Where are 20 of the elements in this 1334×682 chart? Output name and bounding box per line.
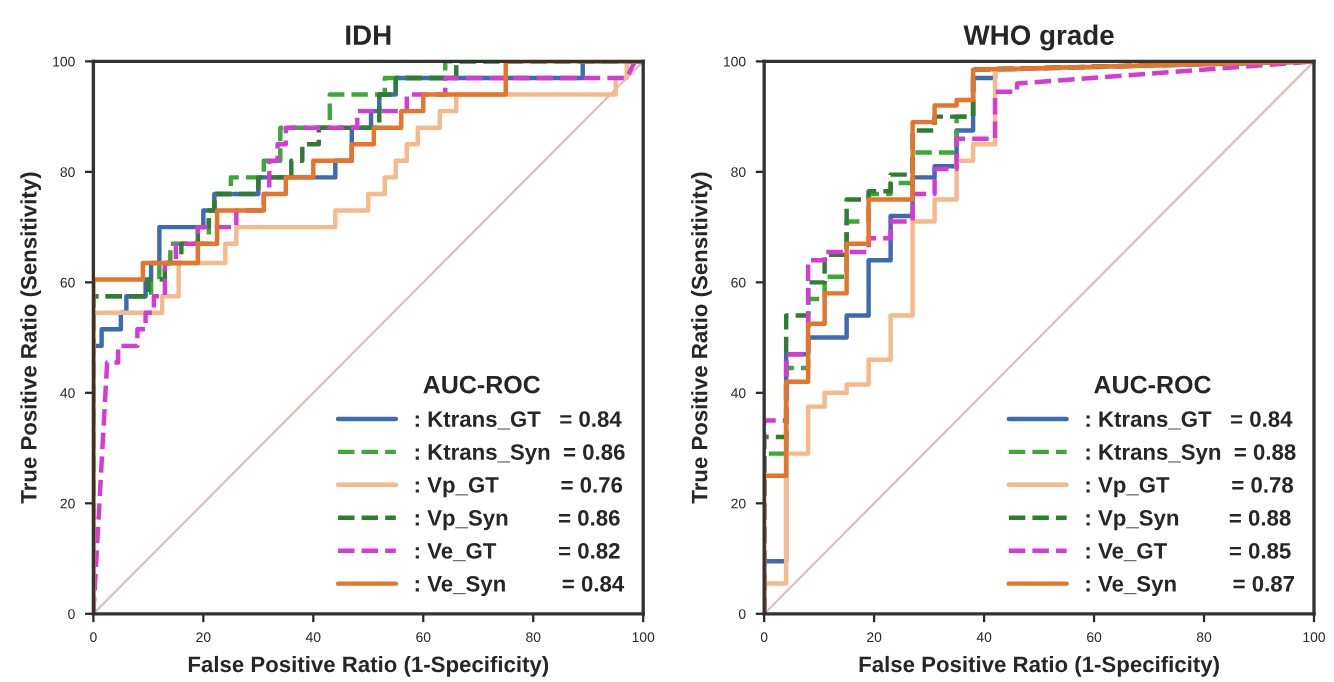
legend-label: : Ve_GT = 0.82 [415, 542, 620, 562]
legend-label: : Vp_GT = 0.78 [1086, 477, 1294, 498]
chart-title: WHO grade [963, 24, 1114, 51]
legend-label: : Vp_Syn = 0.86 [415, 510, 620, 531]
legend-title: AUC-ROC [1094, 375, 1211, 394]
legend-label: : Ve_Syn = 0.84 [415, 575, 625, 597]
legend-label: : Vp_GT = 0.76 [415, 477, 623, 498]
chart-title: IDH [346, 25, 391, 45]
legend-label: : Ktrans_Syn = 0.86 [415, 444, 625, 465]
y-axis-title: True Positive Ratio (Sensitivity) [20, 172, 42, 504]
legend-label: : Ve_GT = 0.85 [1086, 542, 1291, 562]
legend-label: : Ktrans_Syn = 0.88 [1086, 444, 1296, 465]
x-axis-title: False Positive Ratio (1-Specificity) [188, 655, 549, 677]
legend-label: : Ktrans_GT = 0.84 [415, 411, 622, 430]
legend-title: AUC-ROC [423, 375, 541, 394]
legend-label: : Ve_Syn = 0.87 [1086, 575, 1295, 597]
legend-label: : Ktrans_GT = 0.84 [1086, 411, 1293, 430]
x-axis-title: False Positive Ratio (1-Specificity) [859, 655, 1219, 677]
y-axis-title: True Positive Ratio (Sensitivity) [691, 172, 712, 504]
legend-label: : Vp_Syn = 0.88 [1086, 510, 1291, 531]
